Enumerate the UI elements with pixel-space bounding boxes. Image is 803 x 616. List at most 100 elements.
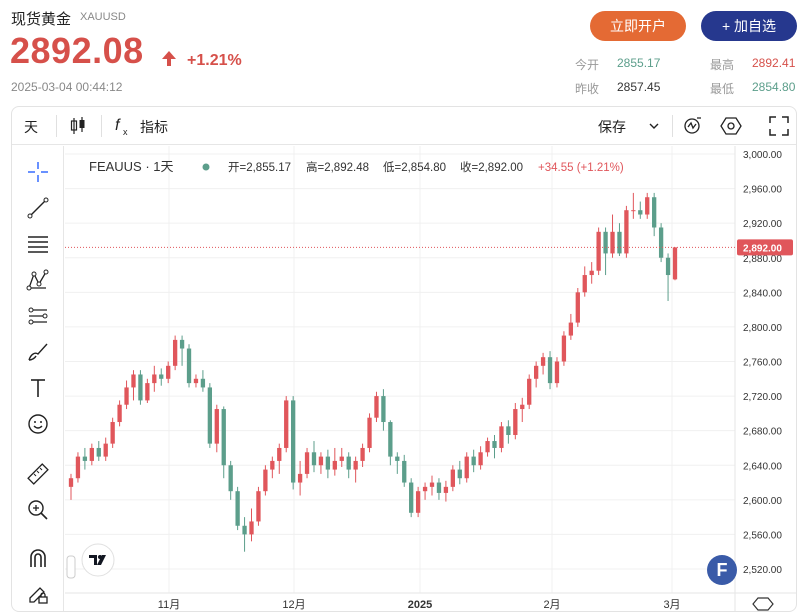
- emoji-icon[interactable]: [26, 412, 50, 436]
- candle-body: [256, 491, 261, 522]
- candle-body: [242, 525, 247, 535]
- lock-pencil-icon[interactable]: [26, 582, 50, 606]
- candle-body: [339, 456, 344, 461]
- ohlc-low: 低=2,854.80: [383, 161, 446, 174]
- function-icon[interactable]: f x: [114, 115, 134, 137]
- x-tick-label: 2月: [543, 599, 560, 611]
- candle-body: [103, 443, 108, 457]
- stat-open-label: 今开: [575, 58, 600, 72]
- y-tick-label: 2,640.00: [743, 461, 782, 472]
- candle-body: [492, 441, 497, 448]
- stat-low-value: 2854.80: [752, 80, 796, 94]
- candle-body: [527, 378, 532, 405]
- y-tick-label: 2,920.00: [743, 219, 782, 230]
- chart-widget: 天 f x 指标 保存: [11, 106, 797, 612]
- candle-body: [499, 426, 504, 448]
- indicators-button[interactable]: 指标: [140, 119, 168, 135]
- svg-text:x: x: [123, 127, 128, 137]
- svg-text:f: f: [115, 117, 121, 134]
- candle-body: [284, 400, 289, 448]
- x-tick-label: 2025: [408, 599, 432, 611]
- settings-icon[interactable]: [720, 115, 742, 137]
- stat-open-value: 2855.17: [617, 56, 661, 70]
- candle-body: [561, 335, 567, 362]
- chevron-down-icon[interactable]: [648, 121, 660, 131]
- magnet-icon[interactable]: [26, 546, 50, 570]
- projection-icon[interactable]: [26, 304, 50, 328]
- toolbar-divider: [101, 115, 102, 137]
- add-watchlist-button[interactable]: + 加自选: [701, 11, 797, 41]
- candle-body: [152, 374, 157, 384]
- axis-settings-icon[interactable]: [752, 597, 774, 611]
- candle-body: [554, 361, 560, 384]
- candle-body: [277, 447, 282, 461]
- save-button[interactable]: 保存: [598, 119, 626, 135]
- pattern-icon[interactable]: [26, 268, 50, 292]
- candle-body: [415, 491, 421, 513]
- candle-body: [506, 426, 511, 435]
- stat-high-value: 2892.41: [752, 56, 796, 70]
- candles-icon[interactable]: [69, 116, 87, 136]
- candle-body: [367, 417, 372, 448]
- stat-high-label: 最高: [710, 58, 735, 72]
- text-icon[interactable]: [26, 376, 50, 400]
- candle-body: [658, 227, 664, 258]
- fullscreen-icon[interactable]: [768, 115, 790, 137]
- stat-high: 最高 2892.41: [710, 56, 795, 73]
- drawing-sidebar: [12, 146, 64, 611]
- y-tick-label: 2,760.00: [743, 358, 782, 369]
- trendline-icon[interactable]: [26, 196, 50, 220]
- candle-body: [450, 469, 455, 487]
- candle-body: [610, 231, 615, 254]
- last-price-tag: [737, 239, 793, 256]
- candle-body: [471, 456, 476, 466]
- stat-prev-close: 昨收 2857.45: [575, 80, 660, 97]
- stat-low-label: 最低: [710, 82, 735, 96]
- candle-body: [381, 396, 386, 423]
- candle-body: [166, 365, 171, 379]
- indicator-icon[interactable]: [682, 115, 704, 137]
- tradingview-logo-icon[interactable]: [81, 543, 115, 577]
- candle-body: [68, 478, 74, 487]
- candle-body: [249, 521, 254, 535]
- candle-body: [297, 473, 303, 483]
- open-account-button[interactable]: 立即开户: [590, 11, 686, 41]
- candle-body: [332, 460, 337, 470]
- candle-body: [374, 396, 379, 418]
- stat-low: 最低 2854.80: [710, 80, 795, 97]
- candle-body: [228, 465, 233, 492]
- brush-icon[interactable]: [26, 340, 50, 364]
- collapse-handle: [66, 555, 76, 579]
- candle-body: [395, 456, 400, 461]
- fib-icon[interactable]: [26, 232, 50, 256]
- ruler-icon[interactable]: [26, 462, 50, 486]
- y-tick-label: 2,560.00: [743, 530, 782, 541]
- candle-body: [582, 275, 587, 293]
- f-logo-icon[interactable]: F: [706, 554, 738, 586]
- candle-body: [478, 452, 483, 466]
- candle-body: [596, 231, 601, 271]
- candle-body: [603, 231, 608, 254]
- candle-body: [89, 447, 94, 461]
- candle-body: [645, 197, 650, 215]
- up-arrow-stem: [167, 58, 171, 66]
- chart-symbol: FEAUUS · 1天: [89, 159, 174, 174]
- y-tick-label: 2,960.00: [743, 185, 782, 196]
- interval-selector[interactable]: 天: [24, 119, 38, 135]
- zoom-icon[interactable]: [26, 498, 50, 522]
- chart-toolbar: 天 f x 指标 保存: [12, 107, 796, 145]
- y-tick-label: 2,520.00: [743, 565, 782, 576]
- candle-body: [589, 270, 594, 276]
- crosshair-icon[interactable]: [26, 160, 50, 184]
- change-percent: +1.21%: [187, 52, 242, 69]
- y-tick-label: 2,880.00: [743, 254, 782, 265]
- y-tick-label: 2,600.00: [743, 496, 782, 507]
- x-tick-label: 3月: [663, 599, 680, 611]
- candle-body: [547, 357, 553, 384]
- last-price-label: 2,892.00: [743, 243, 782, 254]
- candle-body: [624, 210, 629, 254]
- candle-body: [186, 348, 192, 384]
- y-tick-label: 2,840.00: [743, 288, 782, 299]
- y-tick-label: 3,000.00: [743, 150, 782, 161]
- candlestick-chart[interactable]: 2,520.00 2,560.00 2,600.00 2,640.00 2,680.00…: [65, 146, 796, 612]
